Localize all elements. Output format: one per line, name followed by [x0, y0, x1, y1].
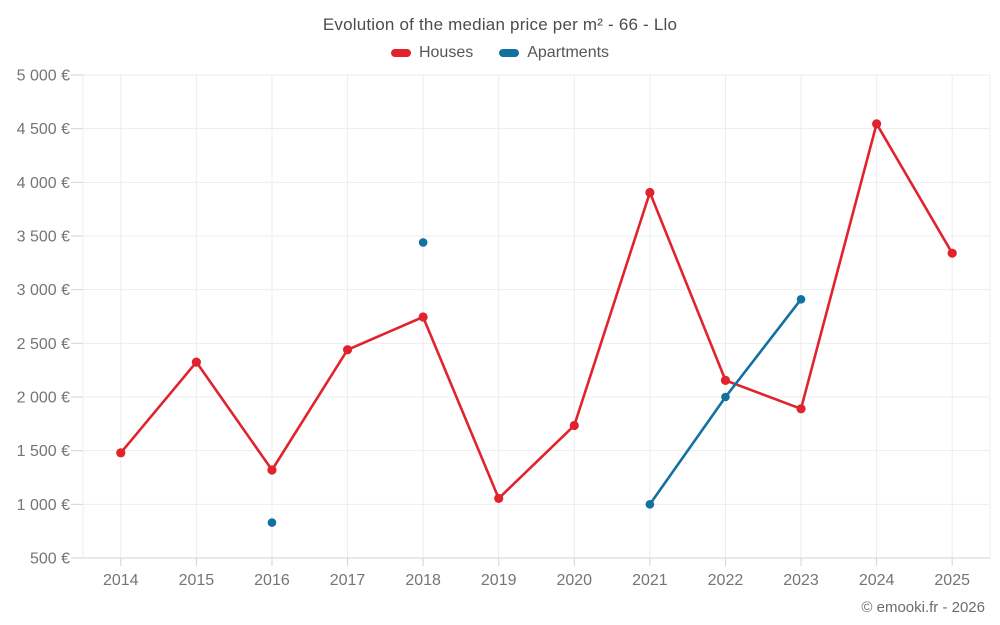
x-tick-label-2025: 2025: [934, 572, 970, 589]
x-tick-label-2015: 2015: [179, 572, 215, 589]
y-tick-label: 2 000 €: [17, 390, 70, 407]
legend-item-apartments[interactable]: Apartments: [499, 44, 609, 62]
x-tick-label-2023: 2023: [783, 572, 819, 589]
y-tick-label: 4 000 €: [17, 175, 70, 192]
y-tick-label: 1 000 €: [17, 497, 70, 514]
houses-series-swatch-icon: [390, 49, 411, 57]
houses-point-2016[interactable]: [267, 465, 277, 475]
y-tick-label: 3 000 €: [17, 282, 70, 299]
chart-title: Evolution of the median price per m² - 6…: [322, 15, 678, 34]
x-tick-label-2016: 2016: [254, 572, 290, 589]
copyright-footer: © emooki.fr - 2026: [861, 599, 985, 616]
houses-point-2023[interactable]: [796, 404, 806, 414]
y-tick-label: 5 000 €: [17, 68, 70, 85]
x-tick-label-2022: 2022: [708, 572, 744, 589]
houses-series-label: Houses: [418, 44, 474, 61]
x-tick-label-2020: 2020: [556, 572, 592, 589]
x-tick-label-2019: 2019: [481, 572, 517, 589]
houses-point-2017[interactable]: [342, 345, 353, 355]
apartments-series-swatch-icon: [499, 49, 520, 57]
y-tick-label: 4 500 €: [17, 121, 70, 138]
apartments-point-2018[interactable]: [418, 238, 428, 247]
houses-point-2018[interactable]: [418, 312, 428, 322]
apartments-point-2016[interactable]: [267, 518, 277, 527]
apartments-series-label: Apartments: [527, 44, 610, 61]
houses-point-2020[interactable]: [569, 420, 579, 431]
y-tick-label: 1 500 €: [17, 443, 70, 460]
y-tick-label: 2 500 €: [17, 336, 70, 353]
apartments-point-2023[interactable]: [796, 295, 806, 304]
apartments-series-line: [648, 298, 803, 506]
apartments-point-2021[interactable]: [645, 500, 655, 509]
houses-series-line: [119, 122, 954, 500]
houses-point-2025[interactable]: [947, 248, 957, 258]
y-tick-label: 500 €: [30, 551, 70, 568]
x-tick-label-2021: 2021: [632, 572, 668, 589]
houses-point-2019[interactable]: [494, 493, 504, 504]
houses-point-2024[interactable]: [872, 119, 882, 129]
apartments-point-2022[interactable]: [721, 392, 730, 402]
houses-point-2022[interactable]: [720, 375, 731, 385]
x-tick-label-2017: 2017: [330, 572, 366, 589]
houses-point-2021[interactable]: [645, 187, 655, 198]
chart-legend: Houses Apartments: [0, 44, 1000, 62]
x-tick-label-2024: 2024: [859, 572, 895, 589]
x-tick-label-2014: 2014: [103, 572, 139, 589]
y-tick-label: 3 500 €: [17, 229, 70, 246]
x-tick-label-2018: 2018: [405, 572, 441, 589]
houses-point-2014[interactable]: [116, 448, 126, 458]
houses-point-2015[interactable]: [191, 357, 201, 367]
legend-item-houses[interactable]: Houses: [390, 44, 474, 62]
